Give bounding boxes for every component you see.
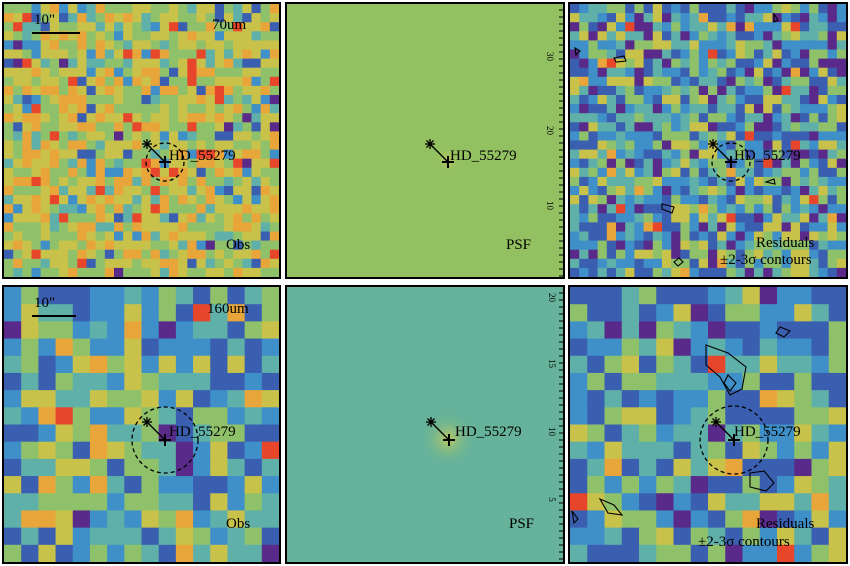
corner-label: Residuals: [756, 235, 815, 251]
axis-tick-label: 10: [545, 201, 555, 210]
image-residuals-160um: [570, 287, 846, 562]
scale-label: 10": [34, 295, 56, 311]
star-label: HD_55279: [734, 148, 801, 164]
corner-label-contours: ±2-3σ contours: [698, 534, 790, 550]
image-obs-160um: [4, 287, 279, 562]
axis-tick-label: 30: [545, 52, 555, 61]
star-label: HD_55279: [169, 148, 236, 164]
scale-bar: [32, 315, 76, 317]
panel-psf-70um: 30 20 10 HD_55279 PSF: [285, 2, 565, 279]
star-label: HD_55279: [450, 148, 517, 164]
scale-label: 10": [34, 12, 56, 28]
axis-tick-label: 20: [545, 126, 555, 135]
corner-label: Obs: [226, 237, 251, 253]
image-residuals-70um: [570, 4, 846, 277]
axis-tick-label: 10: [547, 427, 557, 436]
corner-label: Obs: [226, 516, 251, 532]
panel-obs-160um: 10" 160um HD_55279 Obs: [2, 285, 281, 564]
image-psf-70um: [287, 4, 563, 277]
image-obs-70um: [4, 4, 279, 277]
panel-residuals-160um: HD_55279 Residuals ±2-3σ contours: [568, 285, 848, 564]
axis-tick-label: 5: [546, 497, 557, 502]
corner-label: PSF: [506, 237, 532, 253]
image-psf-160um: [287, 287, 563, 562]
star-label: HD_55279: [169, 424, 236, 440]
scale-bar: [32, 32, 80, 34]
corner-label-contours: ±2-3σ contours: [720, 252, 812, 268]
panel-residuals-70um: HD_55279 Residuals ±2-3σ contours: [568, 2, 848, 279]
panel-obs-70um: 10" 70um HD_55279 Obs: [2, 2, 281, 279]
axis-tick-label: 20: [547, 293, 557, 302]
band-label: 160um: [207, 301, 249, 317]
axis-tick-label: 15: [547, 359, 557, 368]
corner-label: Residuals: [756, 516, 815, 532]
star-label: HD_55279: [455, 424, 522, 440]
band-label: 70um: [212, 17, 247, 33]
corner-label: PSF: [509, 516, 535, 532]
panel-psf-160um: 20 15 10 5 HD_55279 PSF: [285, 285, 565, 564]
star-label: HD_55279: [734, 424, 801, 440]
